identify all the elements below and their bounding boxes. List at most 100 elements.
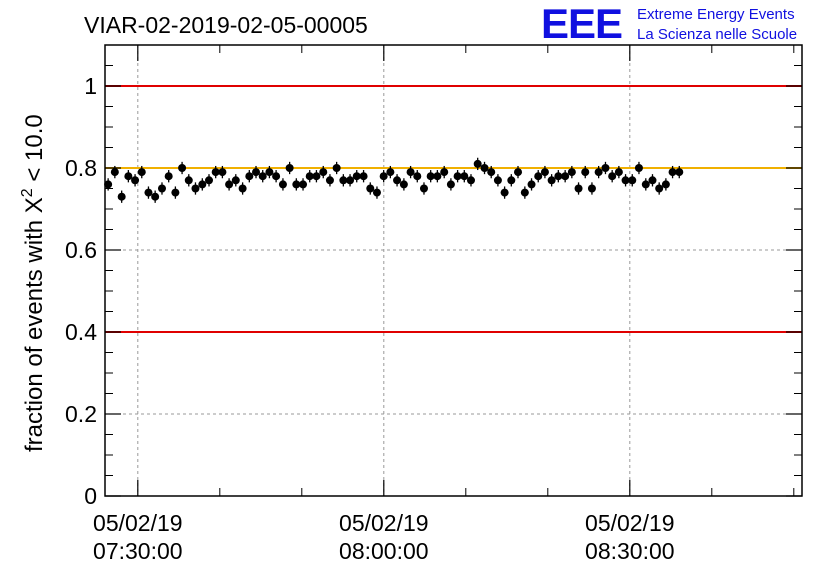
data-marker	[594, 168, 603, 177]
data-point	[406, 165, 415, 179]
data-point	[500, 186, 509, 199]
data-point	[440, 165, 449, 179]
data-point	[238, 182, 247, 195]
data-marker	[346, 176, 355, 185]
data-marker	[117, 192, 126, 201]
data-marker	[319, 168, 328, 177]
data-marker	[641, 180, 650, 189]
data-point	[265, 165, 274, 179]
data-point	[319, 165, 328, 179]
data-point	[460, 170, 469, 183]
data-point	[527, 178, 536, 191]
data-marker	[157, 184, 166, 193]
data-marker	[426, 172, 435, 181]
eee-logo-line2: La Scienza nelle Scuole	[637, 26, 797, 43]
data-marker	[151, 192, 160, 201]
data-marker	[648, 176, 657, 185]
data-point	[561, 170, 570, 183]
data-marker	[278, 180, 287, 189]
data-marker	[473, 159, 482, 168]
data-point	[312, 170, 321, 183]
data-point	[567, 165, 576, 179]
data-marker	[339, 176, 348, 185]
data-marker	[587, 184, 596, 193]
data-marker	[406, 168, 415, 177]
data-point	[413, 170, 422, 183]
data-point	[426, 170, 435, 183]
chart-title: VIAR-02-2019-02-05-00005	[84, 12, 368, 38]
data-marker	[218, 168, 227, 177]
data-point	[252, 165, 261, 179]
data-marker	[460, 172, 469, 181]
data-marker	[574, 184, 583, 193]
data-point	[285, 161, 294, 175]
data-marker	[621, 176, 630, 185]
data-point	[601, 161, 610, 175]
data-marker	[413, 172, 422, 181]
data-point	[608, 170, 617, 183]
data-marker	[433, 172, 442, 181]
data-point	[493, 174, 502, 187]
y-tick-label: 0.6	[65, 237, 97, 263]
data-marker	[581, 168, 590, 177]
data-marker	[675, 168, 684, 177]
x-tick-label-date: 05/02/19	[339, 510, 429, 536]
data-point	[661, 178, 670, 191]
data-point	[379, 170, 388, 183]
data-point	[144, 186, 153, 199]
data-point	[433, 170, 442, 183]
data-point	[614, 165, 623, 179]
data-point	[581, 165, 590, 179]
data-marker	[419, 184, 428, 193]
data-marker	[164, 172, 173, 181]
data-marker	[245, 172, 254, 181]
data-marker	[453, 172, 462, 181]
data-marker	[655, 184, 664, 193]
data-point	[534, 170, 543, 183]
data-marker	[634, 164, 643, 172]
data-marker	[104, 180, 113, 189]
data-point	[419, 182, 428, 195]
eee-logo-mark: EEE	[541, 0, 622, 47]
y-tick-label: 0.8	[65, 155, 97, 181]
data-point	[386, 165, 395, 179]
data-point	[621, 174, 630, 187]
data-marker	[493, 176, 502, 185]
y-tick-label: 0.2	[65, 401, 97, 427]
data-point	[473, 157, 482, 171]
data-point	[231, 174, 240, 187]
data-marker	[668, 168, 677, 177]
data-marker	[171, 188, 180, 197]
axis-ticks	[105, 45, 802, 497]
data-marker	[265, 168, 274, 177]
data-marker	[661, 180, 670, 189]
data-point	[372, 186, 381, 199]
data-marker	[124, 172, 133, 181]
data-point	[124, 170, 133, 183]
data-point	[131, 174, 140, 187]
tick-labels: 00.20.40.60.8105/02/1907:30:0005/02/1908…	[65, 73, 675, 564]
data-marker	[366, 184, 375, 193]
data-marker	[500, 188, 509, 197]
data-marker	[386, 168, 395, 177]
data-marker	[601, 164, 610, 172]
data-point	[191, 182, 200, 195]
data-point	[466, 174, 475, 187]
data-point	[594, 165, 603, 179]
data-point	[453, 170, 462, 183]
data-point	[292, 178, 301, 191]
y-axis-label-superscript: 2	[19, 188, 36, 197]
data-marker	[272, 172, 281, 181]
data-marker	[480, 164, 489, 172]
data-point	[258, 170, 267, 183]
data-point	[487, 165, 496, 179]
data-point	[272, 170, 281, 183]
data-point	[628, 174, 637, 187]
data-point	[540, 165, 549, 179]
data-marker	[231, 176, 240, 185]
data-point	[547, 174, 556, 187]
data-marker	[352, 172, 361, 181]
data-marker	[614, 168, 623, 177]
data-marker	[446, 180, 455, 189]
